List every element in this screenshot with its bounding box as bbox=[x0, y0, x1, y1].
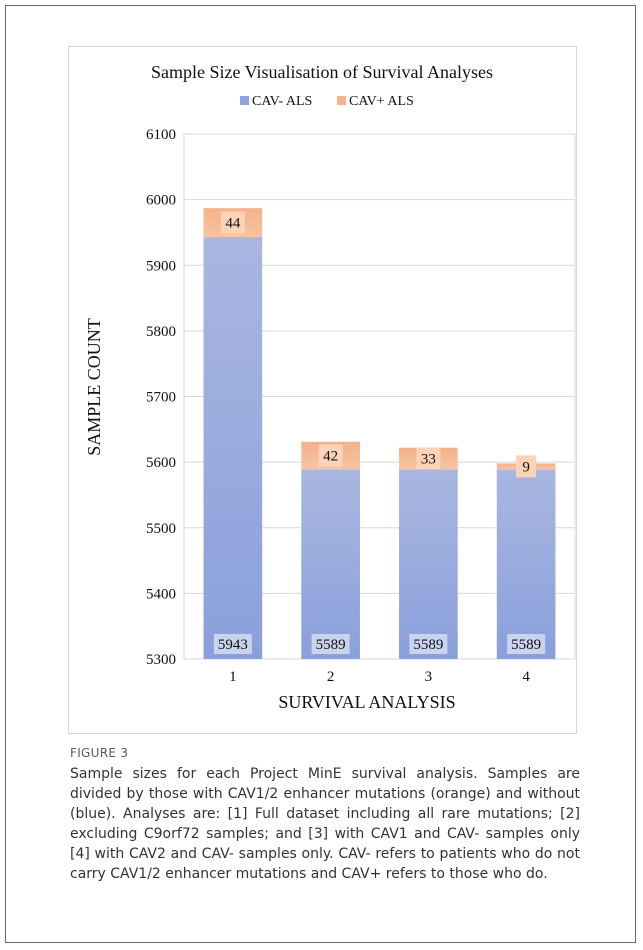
legend-swatch bbox=[337, 96, 346, 105]
data-label-cav-neg: 5589 bbox=[316, 637, 346, 653]
bar-cav-neg bbox=[399, 469, 458, 659]
data-label-cav-neg: 5589 bbox=[413, 637, 443, 653]
x-tick-label: 4 bbox=[522, 669, 530, 685]
data-label-cav-pos: 33 bbox=[421, 452, 436, 468]
bar-cav-neg bbox=[496, 469, 556, 659]
x-axis-label: SURVIVAL ANALYSIS bbox=[278, 692, 455, 712]
data-label-cav-pos: 44 bbox=[225, 216, 241, 232]
y-tick-label: 5500 bbox=[146, 521, 176, 537]
y-tick-label: 5700 bbox=[146, 390, 176, 406]
data-label-bg bbox=[516, 455, 537, 478]
legend-label: CAV- ALS bbox=[252, 94, 312, 109]
plot-area-border bbox=[183, 133, 576, 660]
data-label-cav-neg: 5943 bbox=[218, 637, 248, 653]
y-axis-label: SAMPLE COUNT bbox=[84, 318, 104, 456]
bar-cav-neg bbox=[203, 237, 263, 659]
chart-container: Sample Size Visualisation of Survival An… bbox=[68, 46, 577, 734]
x-tick-label: 3 bbox=[425, 669, 433, 685]
figure-caption: FIGURE 3 Sample sizes for each Project M… bbox=[70, 746, 580, 884]
y-tick-label: 5300 bbox=[146, 652, 176, 668]
y-tick-label: 5400 bbox=[146, 586, 176, 602]
bar-cav-neg bbox=[301, 469, 360, 659]
legend-swatch bbox=[240, 96, 249, 105]
data-label-cav-neg: 5589 bbox=[511, 637, 541, 653]
chart-svg: Sample Size Visualisation of Survival An… bbox=[84, 62, 576, 712]
data-label-bg bbox=[507, 634, 546, 654]
figure-frame bbox=[5, 5, 636, 943]
data-label-cav-pos: 9 bbox=[522, 459, 530, 475]
x-tick-label: 2 bbox=[327, 669, 335, 685]
data-label-bg bbox=[220, 211, 245, 234]
bars: 5943 44 5589 42 5589 33 5589 9 bbox=[203, 208, 556, 659]
chart-title: Sample Size Visualisation of Survival An… bbox=[151, 62, 493, 82]
legend-label: CAV+ ALS bbox=[349, 94, 414, 109]
data-label-bg bbox=[416, 447, 441, 470]
data-label-bg bbox=[311, 634, 350, 654]
y-tick-label: 5600 bbox=[146, 455, 176, 471]
data-label-bg bbox=[318, 444, 343, 467]
data-label-bg bbox=[213, 634, 252, 654]
y-tick-label: 5800 bbox=[146, 324, 176, 340]
legend: CAV- ALS CAV+ ALS bbox=[240, 94, 414, 109]
figure-caption-text: Sample sizes for each Project MinE survi… bbox=[70, 766, 580, 882]
y-axis-ticks: 5300 5400 5500 5600 5700 5800 5900 6000 6100 bbox=[146, 127, 176, 668]
figure-label: FIGURE 3 bbox=[70, 746, 129, 760]
x-tick-label: 1 bbox=[229, 669, 237, 685]
y-tick-label: 6000 bbox=[146, 193, 176, 209]
data-label-cav-pos: 42 bbox=[323, 449, 338, 465]
data-label-bg bbox=[409, 634, 448, 654]
y-tick-label: 5900 bbox=[146, 258, 176, 274]
x-axis-ticks: 1 2 3 4 bbox=[229, 669, 530, 685]
y-tick-label: 6100 bbox=[146, 127, 176, 143]
